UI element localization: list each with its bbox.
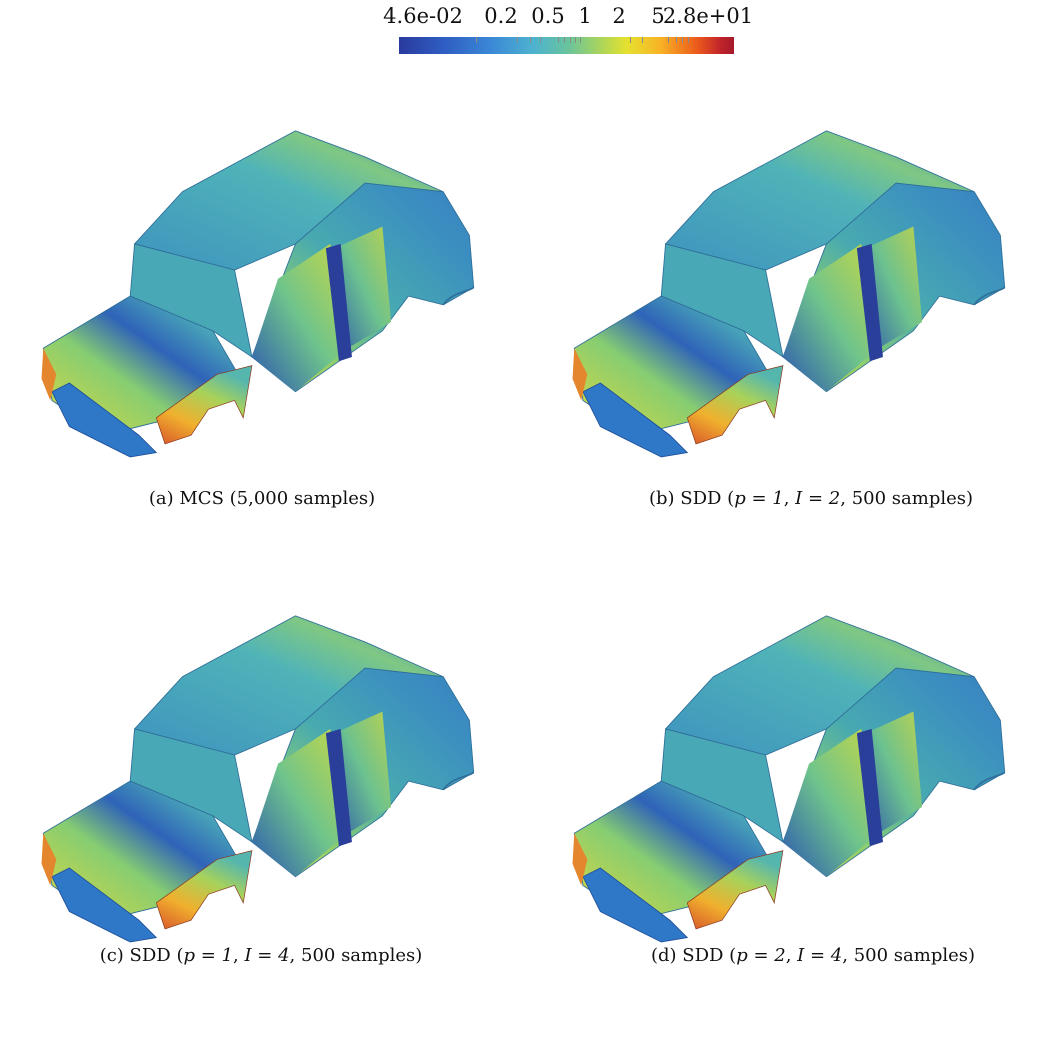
panel-b-caption: (b) SDD (p = 1, I = 2, 500 samples) <box>648 488 974 509</box>
panel-d-caption-prefix: (d) SDD ( <box>650 945 737 966</box>
colorbar-minor-tick <box>476 37 477 43</box>
colorbar-minor-tick <box>570 37 571 43</box>
colorbar-minor-tick <box>642 37 643 43</box>
panel-b-caption-p: p = 1 <box>734 488 784 509</box>
colorbar-tick-label: 4.6e-02 <box>383 4 463 28</box>
colorbar-minor-tick <box>630 37 631 43</box>
colorbar-tick-label: 2.8e+01 <box>662 4 754 28</box>
panel-c-caption-p: p = 1 <box>183 945 233 966</box>
panel-d-caption-samples: 500 samples) <box>853 945 976 966</box>
colorbar-tick-label: 2 <box>612 4 626 28</box>
panel-b-car-figure <box>531 70 1061 556</box>
panel-c-caption-prefix: (c) SDD ( <box>99 945 184 966</box>
panel-a-car-figure <box>0 70 530 556</box>
colorbar-tick-label: 0.2 <box>484 4 518 28</box>
panel-a-caption-text: (a) MCS (5,000 samples) <box>148 488 376 509</box>
panel-d-caption-i: I = 4 <box>797 945 843 966</box>
panel-b-caption-samples: 500 samples) <box>851 488 974 509</box>
colorbar-minor-tick <box>682 37 683 43</box>
colorbar-minor-tick <box>530 37 531 43</box>
panel-d-caption: (d) SDD (p = 2, I = 4, 500 samples) <box>650 945 976 966</box>
colorbar-gradient <box>399 37 734 54</box>
colorbar-minor-tick <box>688 37 689 43</box>
colorbar-minor-tick <box>580 37 581 43</box>
colorbar-tick-label: 5 <box>651 4 665 28</box>
panel-c-car-figure <box>0 555 530 1041</box>
panel-b-caption-prefix: (b) SDD ( <box>648 488 735 509</box>
colorbar-minor-tick <box>668 37 669 43</box>
colorbar-tick-label: 0.5 <box>531 4 565 28</box>
colorbar-minor-tick <box>564 37 565 43</box>
colorbar-minor-tick <box>575 37 576 43</box>
panel-c-caption-i: I = 4 <box>244 945 290 966</box>
panel-d-car-figure <box>531 555 1061 1041</box>
colorbar-minor-tick <box>676 37 677 43</box>
panel-c-caption-samples: 500 samples) <box>300 945 423 966</box>
colorbar: 4.6e-02 0.2 0.5 1 2 5 2.8e+01 <box>0 0 1061 60</box>
colorbar-minor-tick <box>517 37 518 43</box>
panel-a-caption: (a) MCS (5,000 samples) <box>149 488 375 509</box>
colorbar-tick-label: 1 <box>578 4 592 28</box>
colorbar-minor-tick <box>558 37 559 43</box>
panel-c-caption: (c) SDD (p = 1, I = 4, 500 samples) <box>99 945 423 966</box>
panel-b-caption-i: I = 2 <box>795 488 841 509</box>
colorbar-minor-tick <box>540 37 541 43</box>
panel-d-caption-p: p = 2 <box>736 945 786 966</box>
